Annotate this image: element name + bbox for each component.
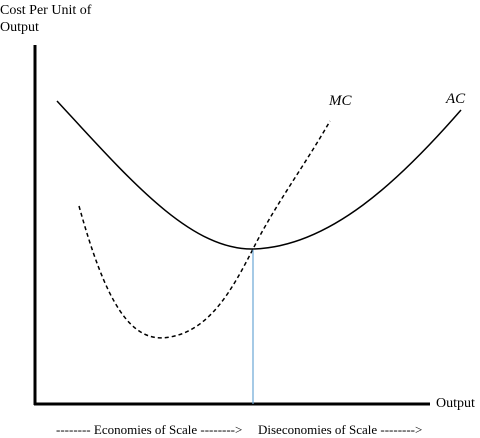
diseconomies-of-scale-text: Diseconomies of Scale -------->: [258, 422, 423, 437]
economies-of-scale-text: -------- Economies of Scale -------->: [56, 422, 243, 437]
mc-curve-label: MC: [329, 93, 352, 109]
ac-curve-label: AC: [446, 91, 466, 107]
y-axis-label-line2: Output: [0, 20, 39, 35]
ac-curve: [56, 100, 462, 250]
mc-curve: [78, 120, 331, 339]
y-axis-label-line1: Cost Per Unit of: [0, 3, 92, 18]
x-axis-label: Output: [436, 396, 475, 411]
